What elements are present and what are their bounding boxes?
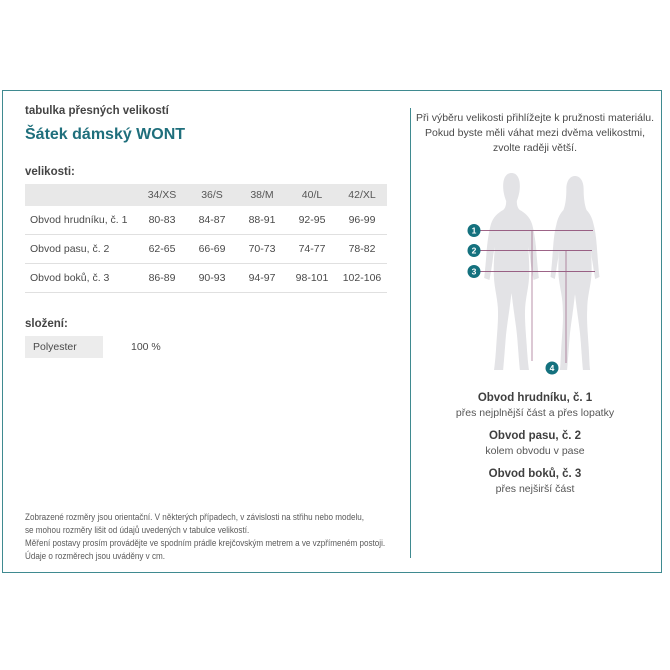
size-guide-pane: Při výběru velikosti přihlížejte k pružn… [411,91,659,572]
marker-4-number: 4 [550,363,555,373]
row-label: Obvod boků, č. 3 [25,263,137,293]
intro-line: Při výběru velikosti přihlížejte k pružn… [415,112,655,124]
measurement-disclaimer: Zobrazené rozměry jsou orientační. V něk… [25,511,385,563]
size-column-header: 38/M [237,184,287,206]
size-value-cell: 98-101 [287,263,337,293]
size-value-cell: 80-83 [137,206,187,235]
sizes-section-label: velikosti: [25,166,75,178]
material-percentage: 100 % [131,341,161,353]
marker-3-number: 3 [472,267,477,277]
disclaimer-line: Údaje o rozměrech jsou uváděny v cm. [25,551,166,561]
measurement-title: Obvod boků, č. 3 [488,468,582,480]
size-guide-intro: Při výběru velikosti přihlížejte k pružn… [411,91,659,156]
marker-3: 3 [467,265,481,278]
size-value-cell: 88-91 [237,206,287,235]
measurement-description: přes nejširší část [495,483,575,495]
measurement-definition: Obvod pasu, č. 2 kolem obvodu v pase [411,428,659,459]
marker-2: 2 [467,244,481,257]
size-table-pane: tabulka přesných velikostí Šátek dámský … [3,91,410,572]
disclaimer-line: Zobrazené rozměry jsou orientační. V něk… [25,512,365,522]
marker-1-number: 1 [472,226,477,236]
size-value-cell: 94-97 [237,263,287,293]
body-measurement-diagram: 1 2 3 4 [467,173,600,375]
marker-2-number: 2 [472,246,477,256]
measurement-definitions: Obvod hrudníku, č. 1 přes nejplnější čás… [411,390,659,504]
table-row: Obvod boků, č. 3 86-89 90-93 94-97 98-10… [25,263,387,293]
size-column-header: 42/XL [337,184,387,206]
size-table-corner-cell [25,184,137,206]
composition-row: Polyester 100 % [25,336,410,358]
measurement-title: Obvod hrudníku, č. 1 [477,392,593,404]
size-value-cell: 86-89 [137,263,187,293]
measurement-description: přes nejplnější část a přes lopatky [455,407,615,419]
intro-line: Pokud byste měli váhat mezi dvěma veliko… [424,127,645,139]
intro-line: zvolte raději větší. [492,142,578,154]
row-label: Obvod hrudníku, č. 1 [25,206,137,235]
composition-section-label: složení: [25,318,68,330]
size-value-cell: 78-82 [337,234,387,264]
size-table-header-row: 34/XS 36/S 38/M 40/L 42/XL [25,184,387,206]
size-value-cell: 84-87 [187,206,237,235]
female-silhouette [550,176,600,370]
size-value-cell: 70-73 [237,234,287,264]
product-title: Šátek dámský WONT [25,126,186,143]
disclaimer-line: Měření postavy prosím provádějte ve spod… [25,538,386,548]
measurement-title: Obvod pasu, č. 2 [488,430,582,442]
size-column-header: 40/L [287,184,337,206]
size-value-cell: 96-99 [337,206,387,235]
marker-1: 1 [467,224,481,237]
size-value-cell: 74-77 [287,234,337,264]
size-column-header: 36/S [187,184,237,206]
pane-divider [410,108,411,558]
size-column-header: 34/XS [137,184,187,206]
table-row: Obvod hrudníku, č. 1 80-83 84-87 88-91 9… [25,206,387,235]
disclaimer-line: se mohou rozměry lišit od údajů uvedenýc… [25,525,250,535]
measurement-definition: Obvod boků, č. 3 přes nejširší část [411,466,659,497]
measurement-definition: Obvod hrudníku, č. 1 přes nejplnější čás… [411,390,659,421]
size-value-cell: 90-93 [187,263,237,293]
size-value-cell: 66-69 [187,234,237,264]
size-table: 34/XS 36/S 38/M 40/L 42/XL Obvod hrudník… [25,184,387,293]
size-value-cell: 102-106 [337,263,387,293]
material-name: Polyester [25,336,103,358]
marker-4: 4 [545,361,559,375]
size-value-cell: 62-65 [137,234,187,264]
content-frame: tabulka přesných velikostí Šátek dámský … [2,90,662,573]
measurement-description: kolem obvodu v pase [485,445,585,457]
table-row: Obvod pasu, č. 2 62-65 66-69 70-73 74-77… [25,234,387,264]
row-label: Obvod pasu, č. 2 [25,234,137,264]
size-value-cell: 92-95 [287,206,337,235]
page-eyebrow: tabulka přesných velikostí [25,105,169,117]
